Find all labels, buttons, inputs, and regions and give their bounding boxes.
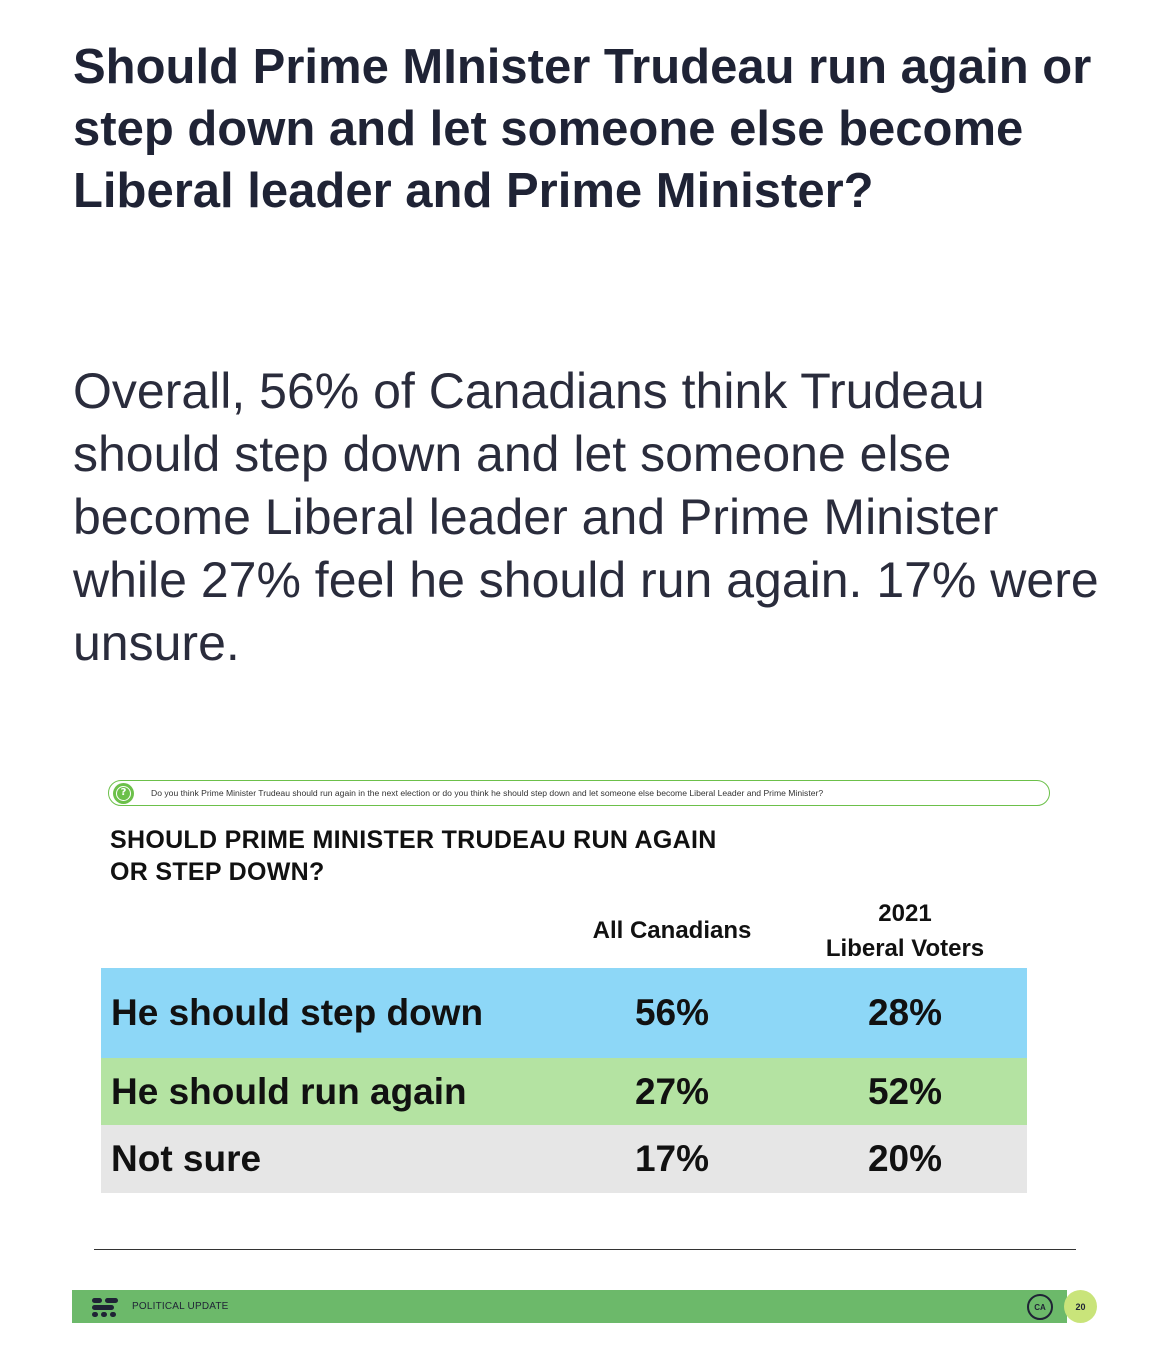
liberal-voters-value: 28% — [867, 992, 943, 1033]
company-logo: CA — [1027, 1294, 1053, 1320]
row-label: He should step down — [111, 992, 484, 1033]
column-header-voters: Liberal Voters — [825, 935, 985, 962]
headline: Should Prime MInister Trudeau run again … — [73, 40, 1092, 218]
question-icon: ? — [113, 782, 134, 804]
survey-slide: ? Do you think Prime Minister Trudeau sh… — [0, 760, 1170, 1349]
divider — [94, 1249, 1076, 1250]
table-title-line-1: SHOULD PRIME MINISTER TRUDEAU RUN AGAIN — [110, 826, 717, 854]
question-bar: ? Do you think Prime Minister Trudeau sh… — [108, 780, 1050, 806]
all-canadians-value: 56% — [634, 992, 710, 1033]
table-title: SHOULD PRIME MINISTER TRUDEAU RUN AGAIN … — [110, 824, 910, 888]
liberal-voters-value: 20% — [867, 1138, 943, 1179]
footer-bar: POLITICAL UPDATE CA — [72, 1290, 1067, 1323]
liberal-voters-value: 52% — [867, 1070, 943, 1112]
page-number: 20 — [1064, 1290, 1097, 1323]
all-canadians-value: 17% — [634, 1138, 710, 1179]
table-row-not-sure: Not sure 17% 20% — [101, 1125, 1027, 1193]
table-row-step-down: He should step down 56% 28% — [101, 968, 1027, 1058]
table-title-line-2: OR STEP DOWN? — [110, 858, 325, 886]
brand-lines-icon — [92, 1297, 124, 1317]
all-canadians-value: 27% — [634, 1070, 710, 1112]
footer-label: POLITICAL UPDATE — [132, 1301, 229, 1312]
table-row-run-again: He should run again 27% 52% — [101, 1058, 1027, 1125]
column-header-all-canadians: All Canadians — [592, 917, 752, 944]
question-text: Do you think Prime Minister Trudeau shou… — [151, 788, 824, 798]
summary-paragraph: Overall, 56% of Canadians think Trudeau … — [73, 363, 1099, 671]
row-label: Not sure — [111, 1138, 262, 1179]
column-header-liberal-voters: 2021 Liberal Voters — [792, 896, 1018, 966]
row-label: He should run again — [111, 1070, 467, 1112]
column-header-year: 2021 — [878, 900, 932, 927]
